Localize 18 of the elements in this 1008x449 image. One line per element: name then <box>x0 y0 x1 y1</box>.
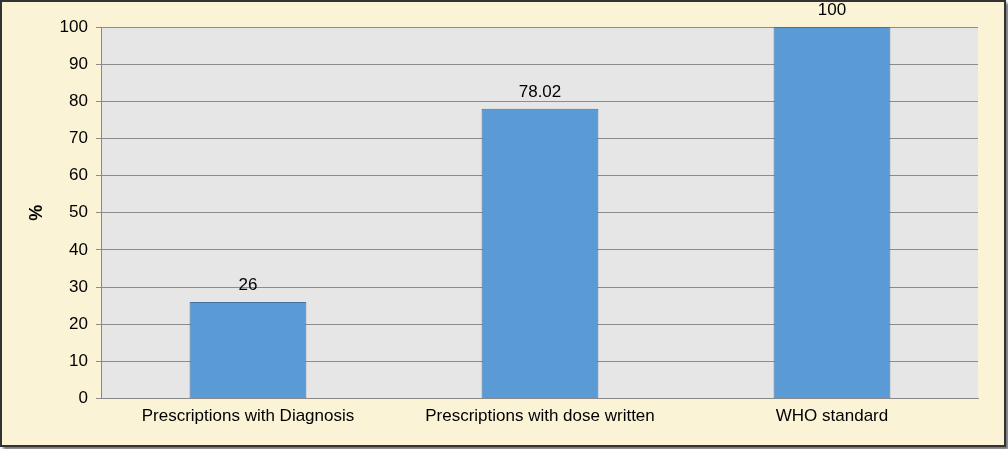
y-tick-label: 90 <box>69 53 88 73</box>
y-tick-label: 100 <box>59 16 88 36</box>
y-tick-label: 30 <box>69 276 88 296</box>
y-tick-label: 70 <box>69 128 88 148</box>
y-tick-label: 50 <box>69 202 88 222</box>
data-label: 78.02 <box>518 81 562 101</box>
y-tick-label: 10 <box>69 351 88 371</box>
y-axis-title: % <box>25 204 46 221</box>
y-tick-label: 60 <box>69 165 88 185</box>
x-tick-label: WHO standard <box>775 406 889 426</box>
y-tick-label: 0 <box>78 388 88 408</box>
y-tick-label: 80 <box>69 91 88 111</box>
y-tick-label: 20 <box>69 313 88 333</box>
data-label: 26 <box>238 275 258 295</box>
x-tick-label: Prescriptions with dose written <box>425 406 655 426</box>
y-tick-label: 40 <box>69 239 88 259</box>
x-tick-label: Prescriptions with Diagnosis <box>141 406 355 426</box>
data-label: 100 <box>817 0 847 20</box>
